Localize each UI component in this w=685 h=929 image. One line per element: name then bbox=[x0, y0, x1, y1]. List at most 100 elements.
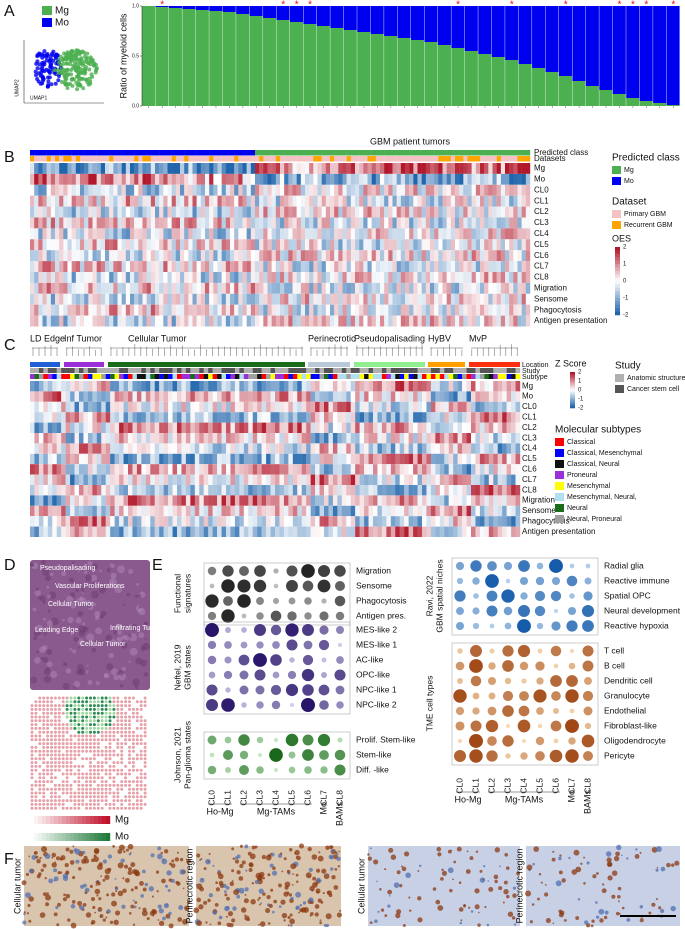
heatmap-cell bbox=[505, 315, 510, 327]
heatmap-cell bbox=[145, 505, 151, 517]
heatmap-cell bbox=[310, 495, 316, 506]
heatmap-cell bbox=[101, 443, 106, 454]
heatmap-cell bbox=[113, 261, 118, 272]
heatmap-cell bbox=[480, 195, 485, 207]
heatmap-cell bbox=[434, 261, 439, 272]
spot bbox=[96, 723, 100, 727]
heatmap-cell bbox=[190, 433, 196, 444]
spot bbox=[135, 704, 139, 708]
heatmap-cell bbox=[234, 495, 240, 506]
heatmap-cell bbox=[475, 516, 481, 527]
heatmap-cell bbox=[70, 381, 75, 392]
heatmap-cell bbox=[439, 391, 445, 402]
heatmap-cell bbox=[434, 282, 439, 294]
spot bbox=[57, 711, 61, 715]
heatmap-row-label: CL4 bbox=[534, 229, 549, 238]
heatmap-cell bbox=[409, 315, 414, 327]
heatmap-cell bbox=[453, 495, 458, 506]
heatmap-cell bbox=[377, 516, 383, 527]
heatmap-cell bbox=[217, 516, 222, 527]
heatmap-cell bbox=[252, 433, 258, 444]
heatmap-cell bbox=[511, 485, 516, 496]
heatmap-cell bbox=[125, 195, 131, 207]
heatmap-cell bbox=[34, 217, 39, 229]
tissue-texture bbox=[134, 594, 138, 598]
heatmap-cell bbox=[110, 516, 115, 527]
heatmap-cell bbox=[270, 453, 276, 465]
heatmap-cell bbox=[255, 173, 260, 185]
heatmap-cell bbox=[506, 401, 512, 413]
heatmap-cell bbox=[163, 505, 169, 517]
heatmap-cell bbox=[404, 505, 409, 517]
heatmap-cell bbox=[75, 304, 81, 316]
heatmap-cell bbox=[364, 474, 369, 485]
heatmap-cell bbox=[359, 228, 364, 240]
heatmap-cell bbox=[330, 150, 335, 156]
heatmap-cell bbox=[109, 304, 114, 316]
heatmap-cell bbox=[56, 495, 62, 506]
heatmap-cell bbox=[475, 272, 481, 283]
heatmap-cell bbox=[257, 391, 262, 402]
heatmap-cell bbox=[417, 474, 423, 485]
heatmap-cell bbox=[462, 485, 467, 496]
heatmap-cell bbox=[511, 391, 516, 402]
heatmap-cell bbox=[467, 293, 472, 305]
heatmap-cell bbox=[367, 250, 372, 262]
heatmap-cell bbox=[388, 173, 393, 185]
heatmap-cell bbox=[125, 228, 131, 240]
heatmap-cell bbox=[230, 516, 236, 527]
heatmap-cell bbox=[377, 422, 383, 433]
heatmap-cell bbox=[438, 195, 443, 207]
heatmap-cell bbox=[493, 381, 498, 392]
bar-segment bbox=[370, 34, 384, 106]
bar-segment bbox=[437, 45, 451, 106]
heatmap-cell bbox=[38, 304, 43, 316]
heatmap-cell bbox=[199, 381, 204, 392]
heatmap-cell bbox=[55, 250, 60, 262]
heatmap-cell bbox=[305, 184, 310, 196]
heatmap-cell bbox=[284, 184, 289, 196]
heatmap-cell bbox=[484, 282, 489, 294]
heatmap-cell bbox=[341, 422, 347, 433]
heatmap-cell bbox=[332, 464, 338, 475]
heatmap-cell bbox=[205, 173, 210, 185]
heatmap-cell bbox=[255, 195, 260, 207]
heatmap-cell bbox=[172, 391, 178, 402]
heatmap-cell bbox=[475, 505, 481, 517]
heatmap-cell bbox=[310, 433, 316, 444]
spot bbox=[128, 700, 131, 704]
heatmap-cell bbox=[288, 282, 293, 294]
subtype-cell bbox=[190, 374, 196, 379]
heatmap-cell bbox=[246, 250, 252, 262]
heatmap-cell bbox=[184, 195, 189, 207]
heatmap-cell bbox=[463, 261, 468, 272]
heatmap-cell bbox=[65, 433, 71, 444]
heatmap-cell bbox=[132, 391, 138, 402]
heatmap-cell bbox=[384, 228, 389, 240]
heatmap-cell bbox=[399, 474, 405, 485]
heatmap-cell bbox=[342, 228, 347, 240]
heatmap-cell bbox=[270, 516, 276, 527]
heatmap-cell bbox=[92, 485, 98, 496]
heatmap-cell bbox=[175, 206, 181, 218]
heatmap-cell bbox=[430, 474, 436, 485]
heatmap-cell bbox=[346, 272, 352, 283]
scale-step bbox=[615, 250, 620, 255]
spot bbox=[116, 715, 120, 719]
heatmap-cell bbox=[330, 293, 335, 305]
heatmap-cell bbox=[296, 239, 302, 251]
heatmap-cell bbox=[421, 293, 427, 305]
heatmap-cell bbox=[163, 401, 169, 413]
heatmap-cell bbox=[455, 217, 460, 229]
bar-segment bbox=[464, 6, 478, 51]
subtype-cell bbox=[506, 374, 512, 379]
heatmap-cell bbox=[213, 239, 218, 251]
heatmap-cell bbox=[284, 282, 289, 294]
heatmap-cell bbox=[324, 495, 329, 506]
heatmap-cell bbox=[497, 453, 503, 465]
heatmap-cell bbox=[150, 195, 156, 207]
spot bbox=[81, 711, 85, 715]
heatmap-cell bbox=[367, 173, 372, 185]
heatmap-cell bbox=[113, 150, 118, 156]
heatmap-cell bbox=[500, 282, 506, 294]
